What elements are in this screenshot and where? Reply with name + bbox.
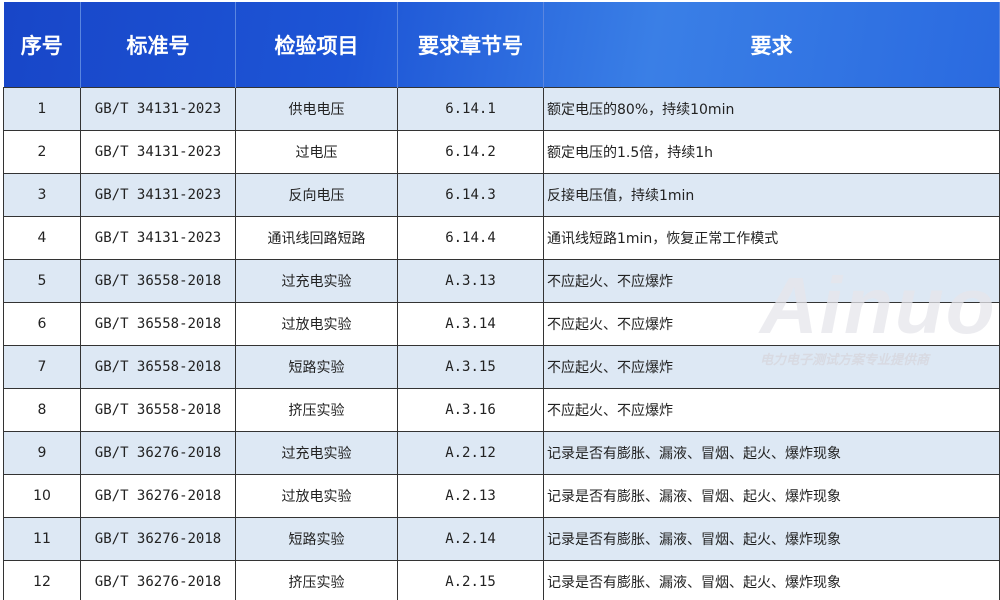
cell-clause: 6.14.2 — [397, 130, 544, 174]
cell-item: 供电电压 — [235, 87, 398, 131]
cell-clause: 6.14.4 — [397, 216, 544, 260]
cell-clause: A.2.12 — [397, 431, 544, 475]
cell-standard: GB/T 34131-2023 — [80, 216, 236, 260]
table-row: 4 GB/T 34131-2023 通讯线回路短路 6.14.4 通讯线短路1min，恢… — [3, 216, 1000, 260]
cell-standard: GB/T 34131-2023 — [80, 130, 236, 174]
cell-no: 8 — [3, 388, 81, 432]
cell-item: 挤压实验 — [235, 388, 398, 432]
cell-item: 短路实验 — [235, 517, 398, 561]
cell-item: 过放电实验 — [235, 302, 398, 346]
test-standards-table: 序号 标准号 检验项目 要求章节号 要求 1 GB/T 34131-2023 供电电… — [3, 2, 1000, 600]
cell-item: 过电压 — [235, 130, 398, 174]
cell-standard: GB/T 36558-2018 — [80, 345, 236, 389]
cell-item: 过放电实验 — [235, 474, 398, 518]
cell-clause: A.2.14 — [397, 517, 544, 561]
header-row: 序号 标准号 检验项目 要求章节号 要求 — [3, 2, 1000, 88]
table-row: 12 GB/T 36276-2018 挤压实验 A.2.15 记录是否有膨胀、漏液、冒烟… — [3, 560, 1000, 600]
cell-standard: GB/T 36276-2018 — [80, 431, 236, 475]
cell-no: 9 — [3, 431, 81, 475]
cell-no: 4 — [3, 216, 81, 260]
cell-clause: A.2.15 — [397, 560, 544, 600]
cell-requirement: 不应起火、不应爆炸 — [543, 259, 1000, 303]
cell-no: 12 — [3, 560, 81, 600]
header-no: 序号 — [3, 2, 81, 88]
cell-requirement: 额定电压的80%，持续10min — [543, 87, 1000, 131]
cell-no: 11 — [3, 517, 81, 561]
cell-standard: GB/T 36276-2018 — [80, 560, 236, 600]
cell-item: 过充电实验 — [235, 259, 398, 303]
cell-clause: A.3.15 — [397, 345, 544, 389]
table-row: 6 GB/T 36558-2018 过放电实验 A.3.14 不应起火、不应爆炸 — [3, 302, 1000, 346]
header-item: 检验项目 — [235, 2, 398, 88]
cell-requirement: 额定电压的1.5倍，持续1h — [543, 130, 1000, 174]
header-standard: 标准号 — [80, 2, 236, 88]
cell-no: 6 — [3, 302, 81, 346]
cell-standard: GB/T 36276-2018 — [80, 474, 236, 518]
cell-item: 挤压实验 — [235, 560, 398, 600]
cell-requirement: 不应起火、不应爆炸 — [543, 302, 1000, 346]
cell-no: 10 — [3, 474, 81, 518]
cell-requirement: 记录是否有膨胀、漏液、冒烟、起火、爆炸现象 — [543, 474, 1000, 518]
cell-requirement: 不应起火、不应爆炸 — [543, 388, 1000, 432]
cell-requirement: 通讯线短路1min，恢复正常工作模式 — [543, 216, 1000, 260]
cell-clause: A.2.13 — [397, 474, 544, 518]
cell-standard: GB/T 36276-2018 — [80, 517, 236, 561]
cell-item: 反向电压 — [235, 173, 398, 217]
table-row: 1 GB/T 34131-2023 供电电压 6.14.1 额定电压的80%，持续10m… — [3, 87, 1000, 131]
cell-no: 2 — [3, 130, 81, 174]
cell-item: 短路实验 — [235, 345, 398, 389]
cell-no: 1 — [3, 87, 81, 131]
cell-clause: A.3.14 — [397, 302, 544, 346]
cell-requirement: 不应起火、不应爆炸 — [543, 345, 1000, 389]
cell-item: 通讯线回路短路 — [235, 216, 398, 260]
cell-no: 5 — [3, 259, 81, 303]
header-requirement: 要求 — [543, 2, 1000, 88]
cell-clause: A.3.13 — [397, 259, 544, 303]
cell-standard: GB/T 34131-2023 — [80, 173, 236, 217]
cell-item: 过充电实验 — [235, 431, 398, 475]
table-row: 10 GB/T 36276-2018 过放电实验 A.2.13 记录是否有膨胀、漏液、冒… — [3, 474, 1000, 518]
cell-clause: A.3.16 — [397, 388, 544, 432]
cell-standard: GB/T 36558-2018 — [80, 388, 236, 432]
cell-no: 7 — [3, 345, 81, 389]
table-row: 11 GB/T 36276-2018 短路实验 A.2.14 记录是否有膨胀、漏液、冒烟… — [3, 517, 1000, 561]
cell-standard: GB/T 36558-2018 — [80, 259, 236, 303]
cell-standard: GB/T 34131-2023 — [80, 87, 236, 131]
cell-no: 3 — [3, 173, 81, 217]
cell-clause: 6.14.3 — [397, 173, 544, 217]
cell-requirement: 记录是否有膨胀、漏液、冒烟、起火、爆炸现象 — [543, 560, 1000, 600]
table-row: 5 GB/T 36558-2018 过充电实验 A.3.13 不应起火、不应爆炸 — [3, 259, 1000, 303]
table-row: 9 GB/T 36276-2018 过充电实验 A.2.12 记录是否有膨胀、漏液、冒烟… — [3, 431, 1000, 475]
table-row: 7 GB/T 36558-2018 短路实验 A.3.15 不应起火、不应爆炸 — [3, 345, 1000, 389]
table-row: 8 GB/T 36558-2018 挤压实验 A.3.16 不应起火、不应爆炸 — [3, 388, 1000, 432]
table-row: 2 GB/T 34131-2023 过电压 6.14.2 额定电压的1.5倍，持续1h — [3, 130, 1000, 174]
cell-requirement: 记录是否有膨胀、漏液、冒烟、起火、爆炸现象 — [543, 517, 1000, 561]
cell-requirement: 记录是否有膨胀、漏液、冒烟、起火、爆炸现象 — [543, 431, 1000, 475]
table-row: 3 GB/T 34131-2023 反向电压 6.14.3 反接电压值，持续1min — [3, 173, 1000, 217]
cell-clause: 6.14.1 — [397, 87, 544, 131]
cell-requirement: 反接电压值，持续1min — [543, 173, 1000, 217]
cell-standard: GB/T 36558-2018 — [80, 302, 236, 346]
header-clause: 要求章节号 — [397, 2, 544, 88]
